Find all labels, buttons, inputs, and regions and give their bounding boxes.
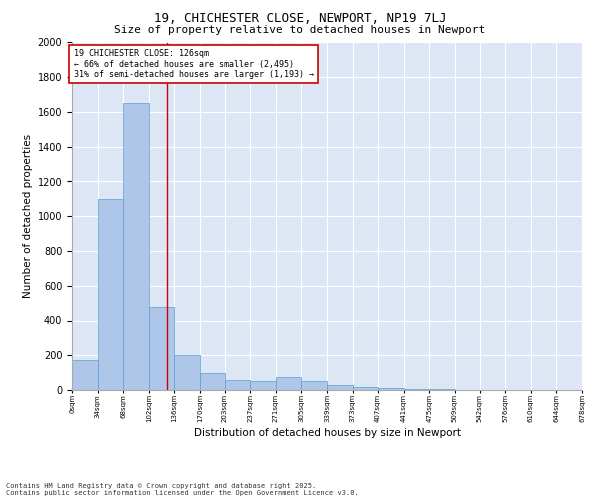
Bar bbox=[72, 360, 98, 390]
Bar bbox=[301, 382, 327, 390]
Bar bbox=[327, 385, 353, 390]
Bar bbox=[404, 389, 430, 390]
Bar bbox=[175, 355, 200, 390]
Bar bbox=[250, 382, 276, 390]
Text: Contains HM Land Registry data © Crown copyright and database right 2025.: Contains HM Land Registry data © Crown c… bbox=[6, 483, 316, 489]
Text: Size of property relative to detached houses in Newport: Size of property relative to detached ho… bbox=[115, 25, 485, 35]
Bar bbox=[123, 104, 149, 390]
Bar bbox=[378, 388, 404, 390]
Bar bbox=[353, 386, 378, 390]
Text: 19 CHICHESTER CLOSE: 126sqm
← 66% of detached houses are smaller (2,495)
31% of : 19 CHICHESTER CLOSE: 126sqm ← 66% of det… bbox=[74, 50, 314, 79]
Text: 19, CHICHESTER CLOSE, NEWPORT, NP19 7LJ: 19, CHICHESTER CLOSE, NEWPORT, NP19 7LJ bbox=[154, 12, 446, 26]
X-axis label: Distribution of detached houses by size in Newport: Distribution of detached houses by size … bbox=[193, 428, 461, 438]
Text: Contains public sector information licensed under the Open Government Licence v3: Contains public sector information licen… bbox=[6, 490, 359, 496]
Y-axis label: Number of detached properties: Number of detached properties bbox=[23, 134, 34, 298]
Bar bbox=[149, 306, 175, 390]
Bar bbox=[200, 372, 224, 390]
Bar bbox=[276, 377, 301, 390]
Bar bbox=[98, 199, 123, 390]
Bar bbox=[224, 380, 250, 390]
